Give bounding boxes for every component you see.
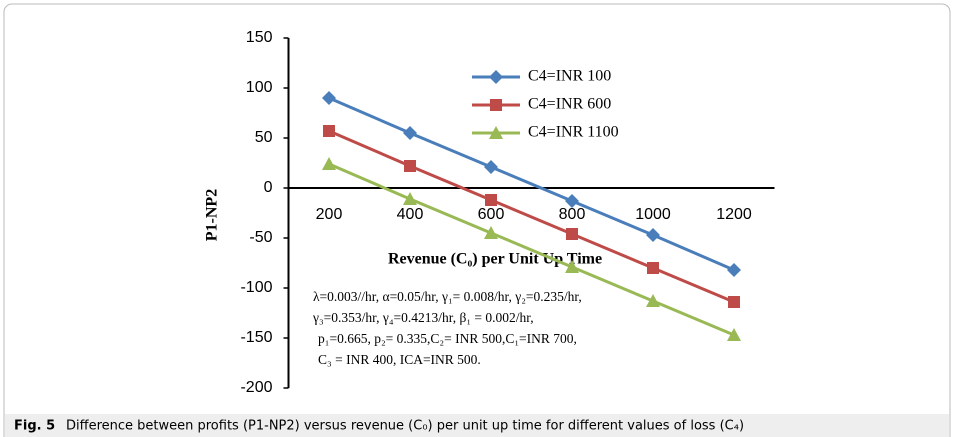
marker	[404, 160, 416, 172]
series-line	[328, 129, 735, 304]
marker	[565, 260, 579, 273]
legend-marker	[489, 126, 503, 139]
series-line	[328, 96, 735, 272]
marker	[646, 228, 660, 242]
x-tick-label: 1000	[635, 206, 671, 223]
series-line	[328, 162, 735, 337]
legend-label: C4=INR 1100	[528, 124, 619, 141]
annotation: λ=0.003//hr, α=0.05/hr, γ₁= 0.008/hr, γ₂…	[313, 289, 582, 304]
y-tick-label: 150	[246, 29, 273, 46]
x-axis-title: Revenue (C₀) per Unit Up Time	[388, 251, 602, 268]
marker	[484, 226, 498, 239]
y-tick-label: 50	[255, 129, 273, 146]
marker	[323, 125, 335, 137]
annotation: γ₃=0.353/hr, γ₄=0.4213/hr, β₁ = 0.002/hr…	[312, 310, 534, 325]
y-tick-label: -200	[240, 379, 272, 396]
marker	[565, 194, 579, 208]
marker	[727, 328, 741, 341]
y-tick-label: 0	[264, 179, 273, 196]
legend-label: C4=INR 100	[528, 68, 611, 85]
legend-marker	[490, 99, 502, 111]
marker	[322, 91, 336, 105]
legend-marker	[489, 70, 503, 84]
marker	[403, 192, 417, 205]
legend-label: C4=INR 600	[528, 96, 611, 113]
marker	[728, 296, 740, 308]
y-tick-label: -100	[240, 279, 272, 296]
annotation: p₁=0.665, p₂= 0.335,C₂= INR 500,C₁=INR 7…	[318, 331, 577, 346]
caption-label: Fig. 5	[14, 419, 55, 434]
x-tick-label: 600	[478, 206, 505, 223]
x-tick-label: 200	[316, 206, 343, 223]
marker	[566, 228, 578, 240]
marker	[646, 294, 660, 307]
y-tick-label: -150	[240, 329, 272, 346]
x-tick-label: 800	[559, 206, 586, 223]
annotation: C₃ = INR 400, ICA=INR 500.	[318, 352, 481, 367]
marker	[484, 160, 498, 174]
y-tick-label: -50	[249, 229, 272, 246]
x-tick-label: 400	[397, 206, 424, 223]
marker	[403, 126, 417, 140]
y-tick-label: 100	[246, 79, 273, 96]
caption-band	[5, 414, 949, 437]
marker	[322, 157, 336, 170]
frame	[3, 3, 951, 437]
caption-text: Difference between profits (P1-NP2) vers…	[66, 419, 744, 434]
marker	[647, 262, 659, 274]
x-tick-label: 1200	[716, 206, 752, 223]
marker	[727, 263, 741, 277]
marker	[485, 194, 497, 206]
y-axis-title: P1-NP2	[204, 189, 221, 241]
